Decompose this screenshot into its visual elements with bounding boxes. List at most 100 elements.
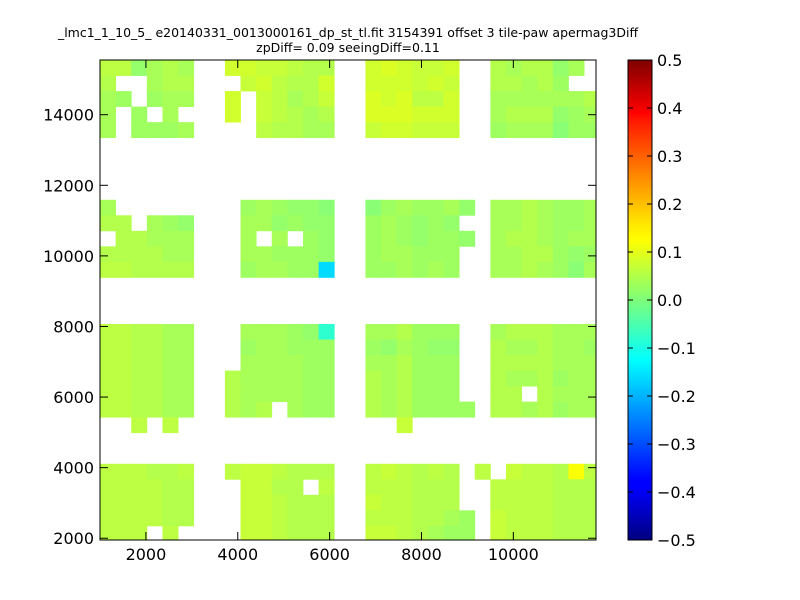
heatmap-cell — [505, 494, 522, 511]
heatmap-cell — [115, 339, 132, 356]
heatmap-cell — [240, 386, 257, 403]
heatmap-cell — [568, 510, 585, 527]
heatmap-cell — [568, 261, 585, 278]
heatmap-cell — [100, 339, 117, 356]
heatmap-cell — [443, 215, 460, 232]
heatmap-cell — [115, 479, 132, 496]
heatmap-cell — [474, 463, 491, 480]
heatmap-cell — [396, 494, 413, 511]
heatmap-cell — [100, 60, 117, 76]
heatmap-cell — [131, 386, 148, 403]
heatmap-cell — [537, 525, 554, 540]
heatmap-cell — [505, 215, 522, 232]
colorbar-axis: −0.5 −0.4 −0.3 −0.2 −0.1 0.0 0.1 0.2 0.3 0.4 0.5 — [628, 51, 696, 550]
heatmap-cell — [381, 246, 398, 263]
heatmap-cell — [115, 463, 132, 480]
heatmap-cell — [162, 75, 179, 92]
heatmap-cell — [365, 494, 382, 511]
heatmap-cell — [584, 230, 596, 247]
heatmap-cell — [412, 370, 429, 387]
heatmap-cell — [178, 494, 195, 511]
heatmap-cell — [537, 106, 554, 123]
heatmap-cell — [146, 75, 163, 92]
heatmap-cell — [427, 479, 444, 496]
heatmap-cell — [505, 355, 522, 371]
heatmap-cell — [427, 339, 444, 356]
heatmap-cell — [584, 370, 596, 387]
heatmap-cell — [381, 370, 398, 387]
heatmap-cell — [287, 339, 304, 356]
heatmap-cell — [178, 261, 195, 278]
heatmap-cell — [552, 494, 569, 511]
heatmap-cell — [146, 60, 163, 76]
heatmap-cell — [521, 479, 538, 496]
heatmap-cell — [287, 246, 304, 263]
heatmap-cell — [490, 355, 507, 371]
heatmap-cell — [318, 339, 335, 356]
heatmap-cell — [443, 479, 460, 496]
heatmap-cell — [240, 479, 257, 496]
heatmap-cell — [568, 479, 585, 496]
heatmap-cell — [271, 215, 288, 232]
colorbar-tick-label: −0.4 — [657, 483, 696, 502]
x-tick-label: 6000 — [309, 545, 350, 564]
heatmap-cell — [100, 91, 117, 107]
heatmap-cell — [443, 230, 460, 247]
heatmap-cell — [427, 463, 444, 480]
heatmap-cell — [584, 91, 596, 107]
heatmap-cell — [490, 261, 507, 278]
heatmap-cell — [427, 106, 444, 123]
colorbar-tick-label: 0.1 — [657, 243, 682, 262]
heatmap-cell — [100, 106, 117, 123]
heatmap-cell — [100, 463, 117, 480]
heatmap-cell — [287, 355, 304, 371]
heatmap-cell — [443, 386, 460, 403]
heatmap-cell — [396, 401, 413, 418]
heatmap-cell — [302, 494, 320, 511]
y-tick-label: 6000 — [53, 388, 94, 407]
heatmap-cell — [271, 525, 288, 540]
heatmap-cell — [131, 230, 148, 247]
heatmap-cell — [412, 355, 429, 371]
heatmap-cell — [381, 386, 398, 403]
heatmap-cell — [240, 401, 257, 418]
heatmap-cell — [568, 370, 585, 387]
heatmap-cell — [162, 401, 179, 418]
heatmap-cell — [568, 386, 585, 403]
heatmap-cell — [427, 355, 444, 371]
heatmap-cell — [381, 525, 398, 540]
heatmap-cell — [256, 261, 273, 278]
heatmap-cell — [162, 417, 179, 434]
heatmap-cell — [256, 324, 273, 340]
heatmap-cell — [521, 75, 538, 92]
heatmap-cell — [443, 401, 460, 418]
heatmap-cell — [131, 339, 148, 356]
heatmap-cell — [396, 510, 413, 527]
heatmap-cell — [396, 417, 413, 434]
heatmap-cell — [318, 60, 335, 76]
heatmap-cell — [318, 401, 335, 418]
heatmap-cell — [443, 199, 460, 216]
heatmap-cell — [115, 525, 132, 540]
colorbar-tick-label: 0.3 — [657, 147, 682, 166]
heatmap-cell — [505, 261, 522, 278]
heatmap-cell — [490, 401, 507, 418]
heatmap-cell — [162, 60, 179, 76]
heatmap-cell — [552, 199, 569, 216]
heatmap-cell — [381, 494, 398, 511]
heatmap-cell — [365, 75, 382, 92]
heatmap-cell — [412, 60, 429, 76]
heatmap-cell — [115, 261, 132, 278]
heatmap-cell — [100, 386, 117, 403]
heatmap-cell — [365, 199, 382, 216]
heatmap-cell — [584, 494, 596, 511]
heatmap-cell — [100, 261, 117, 278]
heatmap-cell — [224, 91, 241, 107]
heatmap-cell — [131, 417, 148, 434]
heatmap-cell — [568, 215, 585, 232]
colorbar-tick-label: −0.2 — [657, 387, 696, 406]
heatmap-cell — [505, 510, 522, 527]
heatmap-cell — [115, 324, 132, 340]
heatmap-cell — [568, 106, 585, 123]
